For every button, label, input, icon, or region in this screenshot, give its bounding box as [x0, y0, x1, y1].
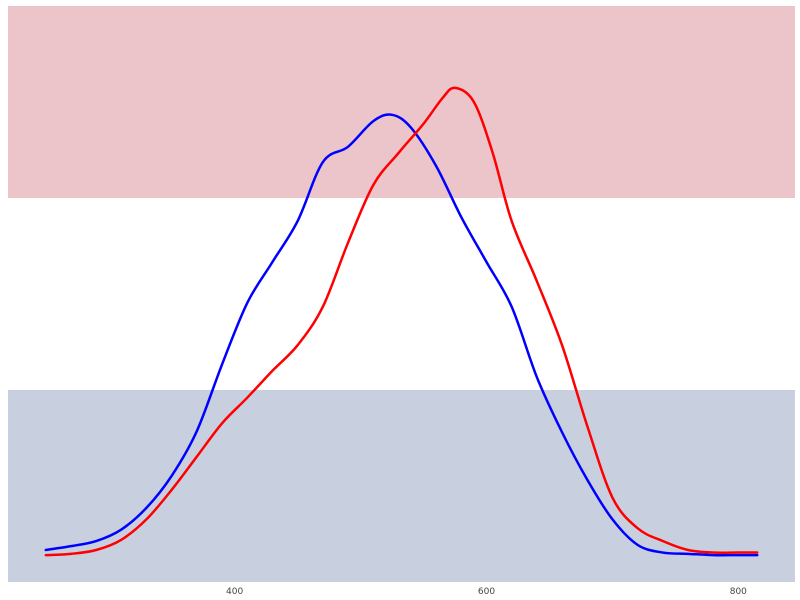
x-tick-label: 400 [226, 587, 243, 597]
x-tick-label: 600 [478, 587, 495, 597]
density-series-0 [44, 113, 759, 557]
x-axis-ticks: 400 600 800 [226, 587, 747, 597]
background-band-2 [8, 6, 795, 198]
background-band-1 [8, 198, 795, 390]
density-curves [44, 86, 759, 557]
density-series-1 [44, 86, 759, 557]
background-bands [8, 6, 795, 582]
background-band-0 [8, 390, 795, 582]
x-tick-label: 800 [730, 587, 747, 597]
